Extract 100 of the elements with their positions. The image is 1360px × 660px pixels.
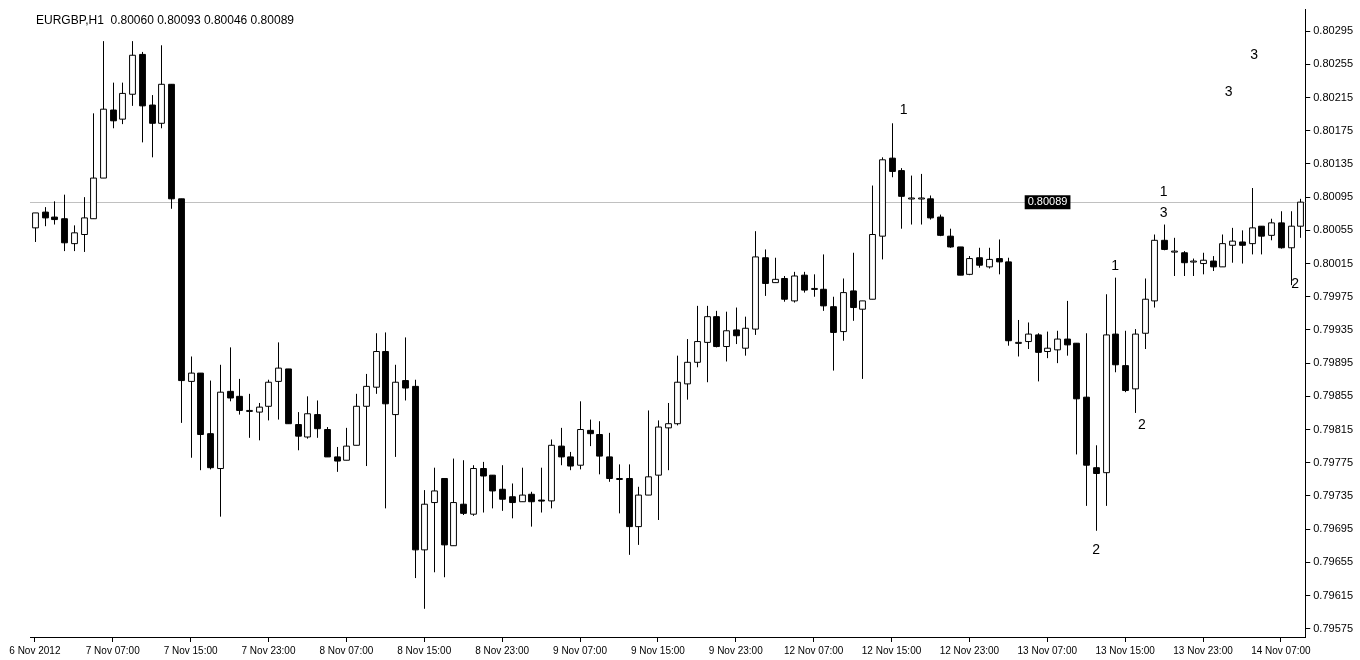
annotation: 1: [1159, 183, 1168, 200]
candlestick: [402, 336, 409, 401]
candlestick: [51, 200, 58, 226]
x-tick-label: 9 Nov 15:00: [630, 644, 686, 656]
candlestick: [850, 252, 857, 322]
y-tick-label: 0.79815: [1313, 422, 1353, 435]
candlestick: [1161, 224, 1168, 251]
candlestick: [1200, 252, 1207, 275]
y-tick-label: 0.80295: [1313, 24, 1353, 37]
candlestick: [781, 275, 788, 303]
x-tick-label: 8 Nov 07:00: [319, 644, 374, 656]
x-tick-label: 6 Nov 2012: [9, 644, 61, 656]
annotation: 2: [1291, 274, 1300, 291]
annotation: 3: [1224, 82, 1233, 99]
candlestick: [918, 173, 925, 226]
y-tick-label: 0.79935: [1313, 322, 1353, 335]
candlestick: [733, 307, 740, 345]
x-tick-label: 9 Nov 23:00: [708, 644, 764, 656]
x-tick-label: 13 Nov 15:00: [1095, 644, 1156, 656]
x-tick-label: 8 Nov 23:00: [475, 644, 530, 656]
candlestick: [976, 247, 983, 269]
candlestick: [947, 228, 954, 249]
candlestick: [110, 82, 117, 129]
annotation: 2: [1138, 416, 1147, 433]
candlestick: [188, 356, 195, 459]
x-tick-label: 8 Nov 15:00: [397, 644, 452, 656]
y-tick-label: 0.80015: [1313, 256, 1353, 269]
candlestick: [1035, 332, 1042, 382]
x-tick-label: 14 Nov 07:00: [1251, 644, 1312, 656]
y-tick-label: 0.79975: [1313, 289, 1353, 302]
candlestick: [275, 341, 282, 421]
candlestick: [1258, 225, 1265, 255]
y-tick-label: 0.79575: [1313, 621, 1353, 634]
candlestick: [538, 467, 545, 514]
candlestick: [801, 271, 808, 294]
candlestick: [528, 491, 535, 528]
y-tick-label: 0.80055: [1313, 223, 1353, 236]
annotation: 1: [1111, 257, 1120, 274]
candlestick: [587, 419, 594, 447]
annotation: 2: [1092, 540, 1101, 557]
candlestick: [927, 195, 934, 221]
candlestick: [820, 253, 827, 312]
candlestick: [304, 395, 311, 440]
candlestick: [32, 212, 39, 243]
chart-title: EURGBP,H1 0.80060 0.80093 0.80046 0.80089: [36, 12, 295, 27]
candlestick: [723, 311, 730, 362]
y-tick-label: 0.80135: [1313, 156, 1353, 169]
candlestick: [1093, 444, 1100, 532]
candlestick: [334, 446, 341, 473]
candlestick: [314, 399, 321, 439]
candlestick: [684, 338, 691, 401]
ref-line-label: 0.80089: [1027, 195, 1068, 208]
y-tick-label: 0.80215: [1313, 90, 1353, 103]
candlestick: [499, 464, 506, 512]
candlestick: [1219, 234, 1226, 268]
y-tick-label: 0.79775: [1313, 455, 1353, 468]
y-tick-label: 0.79895: [1313, 356, 1353, 369]
candlestick: [694, 305, 701, 368]
candlestick: [1015, 319, 1022, 357]
candlestick: [489, 474, 496, 509]
candlestick: [1064, 300, 1071, 357]
candlestick: [859, 300, 866, 380]
candlestick: [742, 316, 749, 357]
x-tick-label: 9 Nov 07:00: [553, 644, 608, 656]
candlestick: [246, 393, 253, 439]
candlestick: [596, 420, 603, 475]
annotation: 1: [899, 100, 908, 117]
candlestick: [236, 378, 243, 416]
candlestick: [295, 411, 302, 451]
candlestick: [431, 467, 438, 573]
candlestick: [363, 373, 370, 467]
y-tick-label: 0.80095: [1313, 190, 1353, 203]
candlestick: [1025, 321, 1032, 350]
candlestick: [645, 409, 652, 496]
candlestick: [1054, 330, 1061, 364]
candlestick: [772, 257, 779, 284]
y-tick-label: 0.80175: [1313, 123, 1353, 136]
candlestick: [889, 122, 896, 178]
y-tick-label: 0.79655: [1313, 555, 1353, 568]
candlestick: [1268, 218, 1275, 241]
x-tick-label: 7 Nov 07:00: [85, 644, 141, 656]
candlestick: [616, 463, 623, 514]
candlestick: [1249, 187, 1256, 255]
candlestick: [1171, 237, 1178, 277]
candlestick: [149, 94, 156, 158]
candlestick: [986, 247, 993, 270]
annotation: 3: [1250, 46, 1259, 63]
candlestick: [519, 467, 526, 503]
x-tick-label: 13 Nov 23:00: [1173, 644, 1234, 656]
y-tick-label: 0.79615: [1313, 588, 1353, 601]
candlestick: [227, 346, 234, 402]
candlestick: [1229, 227, 1236, 264]
x-tick-label: 7 Nov 23:00: [241, 644, 296, 656]
candlestick: [558, 427, 565, 466]
candlestick: [343, 427, 350, 461]
candlestick: [256, 402, 263, 441]
candlestick: [665, 402, 672, 471]
y-tick-label: 0.79855: [1313, 389, 1353, 402]
candlestick: [1239, 229, 1246, 265]
y-tick-label: 0.80255: [1313, 57, 1353, 70]
